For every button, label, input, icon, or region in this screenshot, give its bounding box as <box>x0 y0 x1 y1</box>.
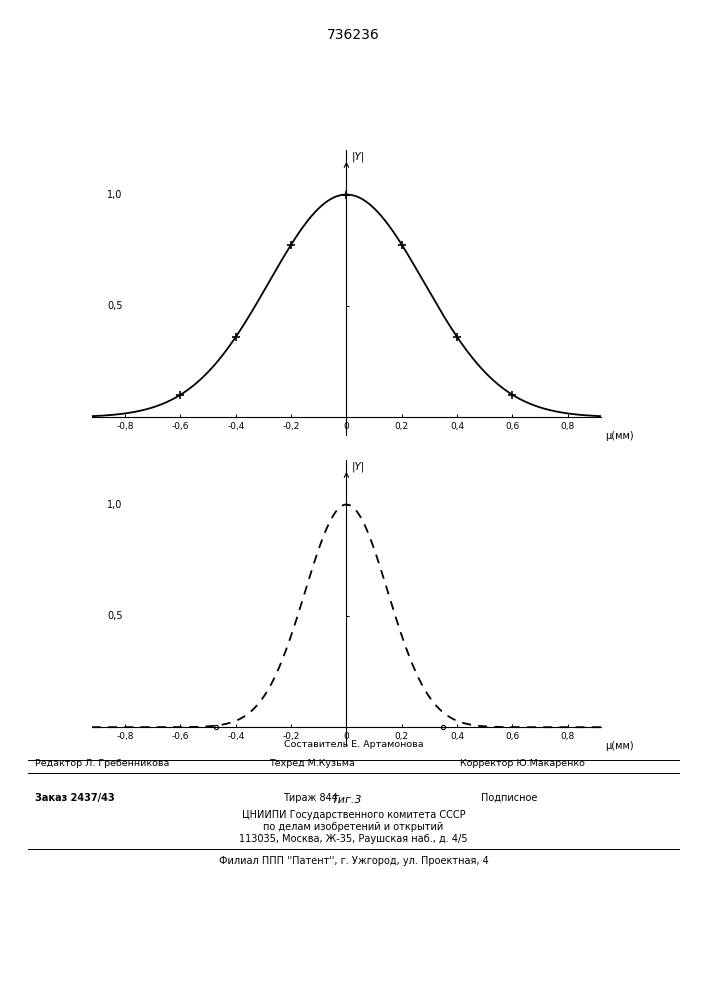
Text: μ(мм): μ(мм) <box>605 431 633 441</box>
Text: Корректор Ю.Макаренко: Корректор Ю.Макаренко <box>460 759 585 768</box>
Text: Заказ 2437/43: Заказ 2437/43 <box>35 793 115 803</box>
Text: 0,5: 0,5 <box>107 611 123 621</box>
Text: 0,5: 0,5 <box>107 301 123 311</box>
Text: 1,0: 1,0 <box>107 190 122 200</box>
Text: μ(мм): μ(мм) <box>605 741 633 751</box>
Text: 736236: 736236 <box>327 28 380 42</box>
Text: |Y|: |Y| <box>351 151 365 162</box>
Text: ЦНИИПИ Государственного комитета СССР: ЦНИИПИ Государственного комитета СССР <box>242 810 465 820</box>
Text: 113035, Москва, Ж-35, Раушская наб., д. 4/5: 113035, Москва, Ж-35, Раушская наб., д. … <box>239 834 468 844</box>
Text: |Y|: |Y| <box>351 461 365 472</box>
Text: Τиг.2: Τиг.2 <box>331 485 362 495</box>
Text: по делам изобретений и открытий: по делам изобретений и открытий <box>264 822 443 832</box>
Text: Составитель Е. Артамонова: Составитель Е. Артамонова <box>284 740 423 749</box>
Text: Филиал ППП ''Патент'', г. Ужгород, ул. Проектная, 4: Филиал ППП ''Патент'', г. Ужгород, ул. П… <box>218 856 489 866</box>
Text: Техред М.Кузьма: Техред М.Кузьма <box>269 759 354 768</box>
Text: 1,0: 1,0 <box>107 500 122 510</box>
Text: Тираж 844: Тираж 844 <box>283 793 338 803</box>
Text: Τиг.3: Τиг.3 <box>331 795 362 805</box>
Text: Подписное: Подписное <box>481 793 537 803</box>
Text: Редактор Л. Гребенникова: Редактор Л. Гребенникова <box>35 759 170 768</box>
